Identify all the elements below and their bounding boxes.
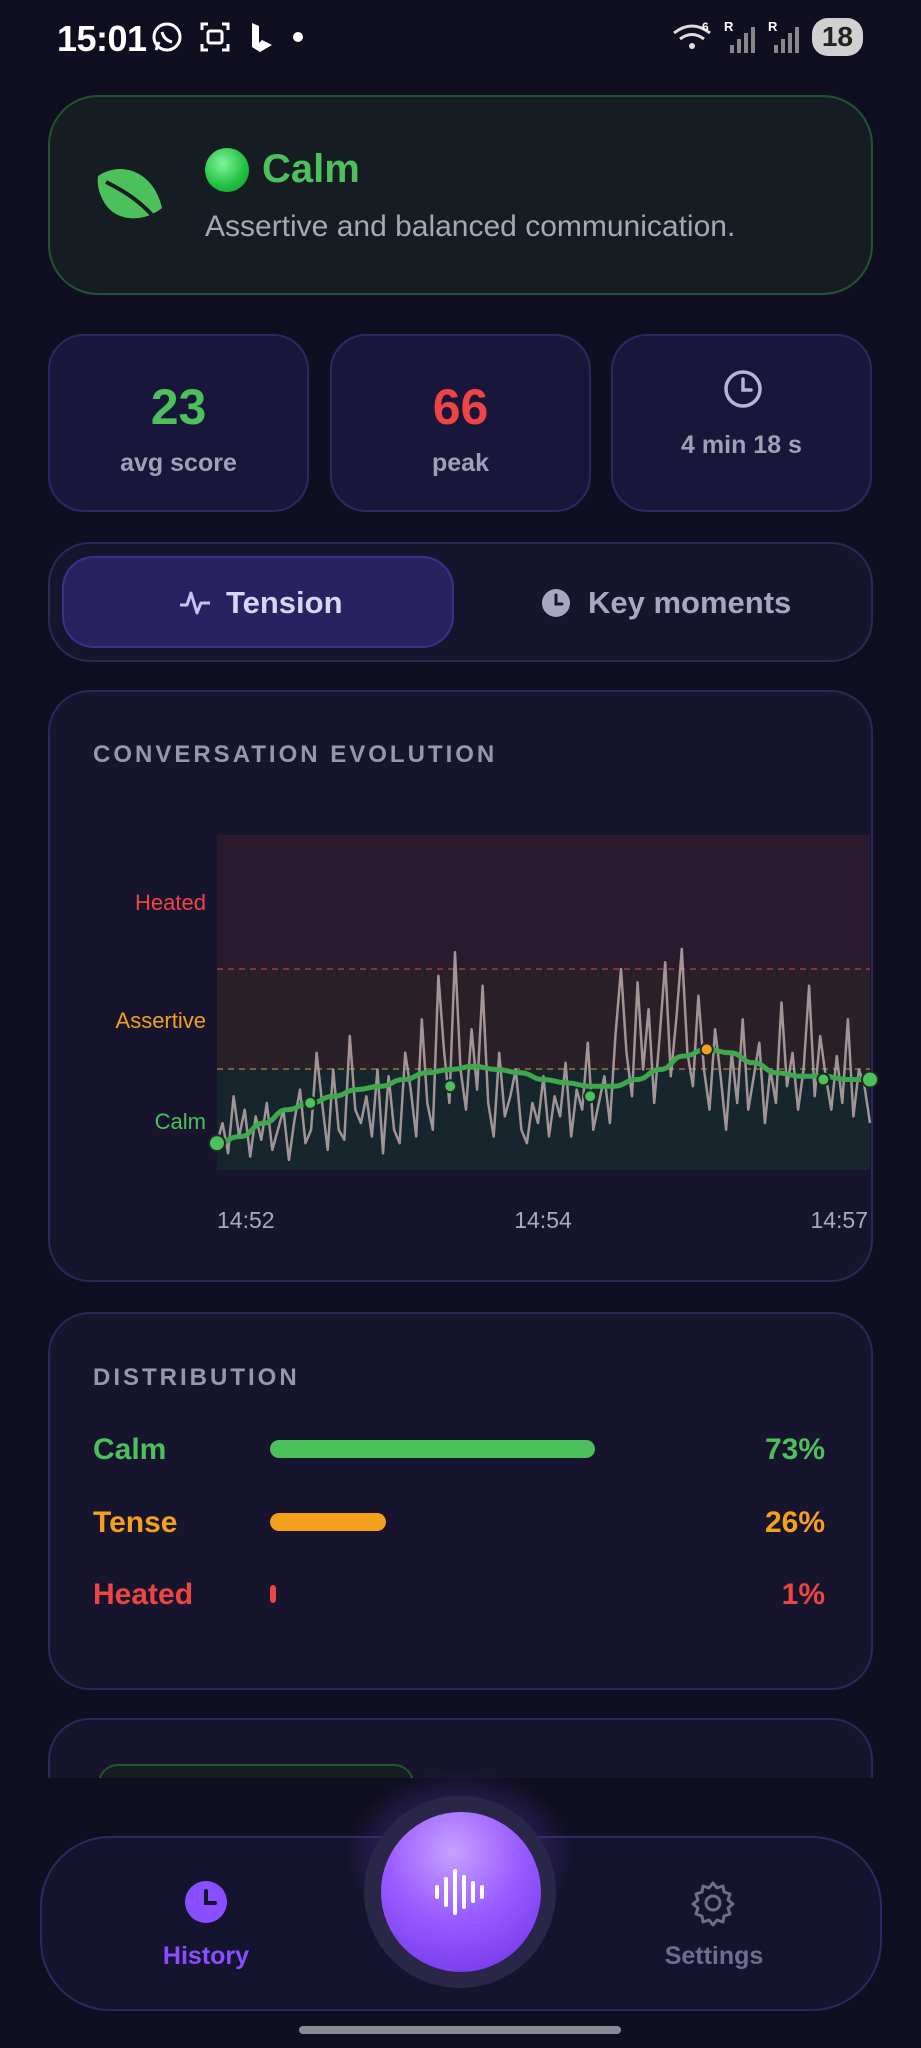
tension-chart: Heated Assertive Calm 14:52 14:54 14:57	[116, 835, 879, 1233]
dot-icon	[293, 32, 303, 42]
mood-description: Assertive and balanced communication.	[205, 210, 736, 243]
history-icon	[185, 1881, 227, 1923]
dist-pct-heated: 1%	[781, 1578, 825, 1611]
signal-icon-1: R	[724, 19, 755, 53]
avg-score-label: avg score	[120, 449, 237, 477]
zone-label-calm: Calm	[155, 1109, 206, 1134]
zone-assertive	[217, 969, 870, 1069]
duration-value: 4 min 18 s	[681, 431, 802, 459]
dist-label-tense: Tense	[93, 1506, 178, 1539]
home-indicator[interactable]	[299, 2026, 621, 2034]
svg-text:R: R	[724, 19, 734, 34]
nav-settings-label: Settings	[664, 1942, 764, 1970]
x-tick-label-1: 14:54	[514, 1207, 572, 1233]
status-bar: 15:01 6 R R 18	[0, 0, 921, 80]
avg-score-card: 23 avg score	[48, 334, 309, 512]
chart-point	[583, 1089, 598, 1104]
bing-icon	[252, 23, 272, 52]
status-time: 15:01	[57, 18, 147, 59]
dist-label-heated: Heated	[93, 1578, 194, 1611]
chart-point	[816, 1072, 831, 1087]
distribution-title: DISTRIBUTION	[93, 1364, 300, 1391]
series-line-raw	[215, 947, 872, 1162]
whatsapp-icon	[152, 22, 182, 52]
duration-card: 4 min 18 s	[611, 334, 872, 512]
signal-icon-2: R	[768, 19, 799, 53]
zone-label-assertive: Assertive	[116, 1008, 206, 1033]
dist-bar-calm	[270, 1440, 595, 1458]
zone-heated	[217, 835, 870, 969]
x-tick-label-0: 14:52	[217, 1207, 275, 1233]
svg-text:6: 6	[702, 20, 709, 34]
clock-icon	[724, 370, 762, 408]
peak-value: 66	[432, 379, 489, 435]
notification-icons	[150, 20, 306, 54]
tab-key-moments[interactable]: Key moments	[588, 585, 792, 620]
tab-tension-label: Tension	[226, 585, 343, 620]
dist-bar-heated	[270, 1585, 276, 1603]
clock-filled-icon	[542, 589, 570, 617]
mood-title: Calm	[262, 147, 360, 191]
record-button[interactable]	[381, 1812, 541, 1972]
peak-label: peak	[432, 449, 489, 477]
tab-tension[interactable]	[62, 556, 454, 648]
battery-level: 18	[811, 18, 863, 56]
dist-pct-calm: 73%	[764, 1433, 825, 1466]
pulse-icon	[180, 591, 210, 615]
chart-point	[699, 1042, 714, 1057]
chart-title: CONVERSATION EVOLUTION	[93, 741, 498, 768]
soundwave-icon	[435, 1869, 484, 1915]
zone-label-heated: Heated	[135, 890, 206, 915]
dist-pct-tense: 26%	[764, 1506, 825, 1539]
wifi-icon: 6	[672, 20, 711, 49]
series-line-smoothed	[216, 1046, 870, 1146]
dist-label-calm: Calm	[93, 1433, 167, 1466]
scan-icon	[200, 22, 230, 52]
chart-point	[443, 1079, 458, 1094]
gear-icon	[691, 1881, 735, 1927]
leaf-icon	[97, 169, 162, 226]
chart-point	[303, 1096, 318, 1110]
system-icons: 6 R R 18	[670, 18, 863, 56]
chart-point	[208, 1134, 226, 1153]
chart-point	[861, 1070, 879, 1089]
mood-status-dot	[205, 148, 249, 192]
dist-bar-tense	[270, 1513, 386, 1531]
nav-history-label: History	[162, 1942, 250, 1970]
x-tick-label-2: 14:57	[810, 1207, 868, 1233]
distribution-card	[48, 1312, 873, 1690]
peak-card: 66 peak	[330, 334, 591, 512]
svg-text:R: R	[768, 19, 778, 34]
mood-summary-card	[48, 95, 873, 295]
avg-score-value: 23	[150, 379, 207, 435]
